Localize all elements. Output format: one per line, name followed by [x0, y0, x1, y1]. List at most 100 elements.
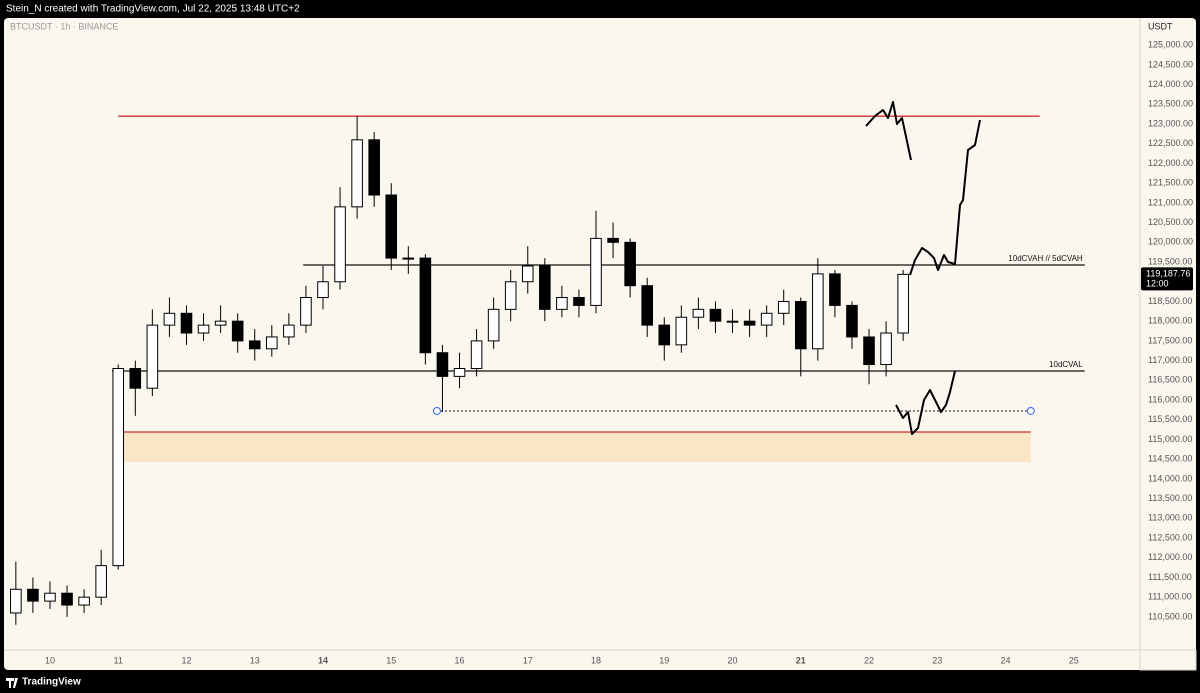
candle-body [829, 273, 841, 306]
candle-body [112, 367, 125, 567]
candle-body [300, 297, 312, 326]
candle-body [163, 312, 176, 326]
y-tick-label: 112,000.00 [1148, 552, 1192, 562]
y-tick-label: 116,500.00 [1148, 375, 1192, 385]
candle-body [453, 367, 466, 377]
candle-body [146, 324, 159, 389]
candle-body [607, 237, 619, 243]
candle-body [419, 257, 432, 354]
y-tick-label: 125,000.00 [1148, 40, 1193, 50]
price-tag-label: 119,187.76 [1146, 269, 1190, 279]
candle-body [897, 273, 909, 334]
y-tick-label: 122,500.00 [1148, 138, 1193, 148]
candle-body [197, 324, 210, 334]
candle-body [334, 206, 346, 283]
y-tick-label: 110,500.00 [1148, 611, 1192, 621]
price-tag [1141, 267, 1193, 291]
y-tick-label: 116,000.00 [1148, 394, 1192, 404]
candle-body [590, 237, 602, 306]
y-tick-label: 115,500.00 [1148, 414, 1192, 424]
candle-body [266, 336, 278, 350]
projection-path [909, 119, 981, 276]
candle-body [231, 320, 244, 342]
plot: 10dCVAH // 5dCVAH 10dCVAL [10, 115, 1085, 625]
candle-body [95, 565, 107, 598]
candle-body [692, 308, 705, 318]
x-tick-label: 19 [659, 655, 669, 665]
y-tick-label: 114,000.00 [1148, 473, 1192, 483]
y-tick-label: 124,500.00 [1148, 59, 1193, 69]
y-tick-label: 111,500.00 [1148, 572, 1192, 582]
x-tick-label: 17 [523, 655, 533, 665]
candle-body [504, 281, 517, 310]
candle-body [248, 340, 261, 350]
currency: USDT [1148, 21, 1173, 31]
symbol: BTCUSDT · 1h · BINANCE [10, 21, 118, 31]
y-tick-label: 117,500.00 [1148, 335, 1192, 345]
x-tick-label: 24 [1001, 655, 1011, 665]
candle-body [812, 273, 824, 350]
candle-body [794, 300, 807, 350]
candle-body [709, 308, 722, 322]
y-tick-label: 118,000.00 [1148, 316, 1192, 326]
y-tick-label: 112,500.00 [1148, 532, 1192, 542]
y-tick-label: 119,500.00 [1148, 256, 1192, 266]
candle-body [573, 297, 585, 306]
candle-body [129, 367, 142, 389]
candle-body [44, 592, 56, 602]
y-tick-label: 114,500.00 [1148, 454, 1192, 464]
price-tag-time: 12:00 [1146, 279, 1169, 289]
candle-body [880, 332, 892, 366]
candle-body [78, 596, 90, 606]
chart-background [4, 18, 1196, 670]
level-anchor [1026, 406, 1035, 415]
x-tick-label: 18 [591, 655, 601, 665]
candle-body [846, 304, 858, 338]
logo [6, 678, 18, 688]
candle-body [317, 281, 329, 299]
candle-body [368, 139, 380, 196]
y-tick-label: 117,000.00 [1148, 355, 1192, 365]
candle-body [436, 352, 449, 377]
drawings [865, 101, 981, 435]
y-tick-label: 122,000.00 [1148, 158, 1193, 168]
y-tick-label: 120,500.00 [1148, 217, 1193, 227]
candle-body [863, 336, 875, 366]
y-tick-label: 118,500.00 [1148, 296, 1192, 306]
x-tick-label: 11 [114, 655, 123, 665]
candle-body [743, 320, 756, 326]
level-anchor [432, 406, 441, 415]
candle-body [180, 312, 193, 334]
x-tick-label: 21 [796, 655, 806, 665]
x-tick-label: 16 [454, 655, 464, 665]
footer: TradingView [22, 677, 81, 688]
candle-body [283, 324, 295, 338]
candle-body [675, 316, 688, 346]
y-tick-label: 120,000.00 [1148, 237, 1193, 247]
y-tick-label: 111,000.00 [1148, 592, 1192, 602]
x-tick-label: 20 [728, 655, 738, 665]
candle-body [351, 139, 363, 208]
candle-body [385, 194, 398, 259]
zone [118, 431, 1031, 462]
footer-logo: TradingView [6, 677, 81, 688]
candle-body [760, 312, 773, 326]
projection-path [865, 101, 912, 161]
y-tick-label: 113,000.00 [1148, 513, 1192, 523]
x-tick-label: 23 [932, 655, 942, 665]
candle-body [402, 257, 415, 260]
corner-box [1139, 649, 1197, 671]
y-tick-label: 115,000.00 [1148, 434, 1192, 444]
candle-body [624, 241, 636, 287]
level-label: 10dCVAH // 5dCVAH [1008, 254, 1083, 263]
x-tick-label: 13 [250, 655, 260, 665]
level-label: 10dCVAL [1049, 360, 1083, 369]
candle-body [641, 285, 653, 326]
y-tick-label: 123,000.00 [1148, 118, 1193, 128]
candle-body [10, 588, 22, 614]
candle-body [487, 308, 500, 342]
candle-body [470, 340, 483, 369]
y-tick-label: 123,500.00 [1148, 99, 1193, 109]
